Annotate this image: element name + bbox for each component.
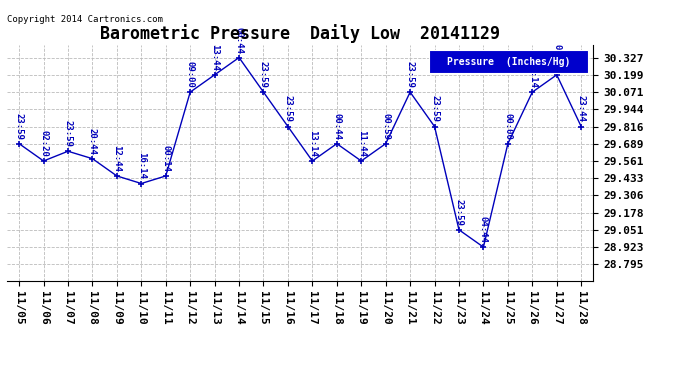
Text: 02:20: 02:20 xyxy=(39,130,48,157)
Text: 00:44: 00:44 xyxy=(333,112,342,140)
Text: 13:14: 13:14 xyxy=(528,61,537,88)
Text: 00:14: 00:14 xyxy=(161,145,170,172)
Text: 13:14: 13:14 xyxy=(308,130,317,157)
Text: Copyright 2014 Cartronics.com: Copyright 2014 Cartronics.com xyxy=(7,15,163,24)
Title: Barometric Pressure  Daily Low  20141129: Barometric Pressure Daily Low 20141129 xyxy=(100,24,500,44)
Text: 12:44: 12:44 xyxy=(112,145,121,172)
Text: 00:00: 00:00 xyxy=(504,112,513,140)
Text: 23:59: 23:59 xyxy=(63,120,72,147)
Text: 11:44: 11:44 xyxy=(357,130,366,157)
Text: 00:44: 00:44 xyxy=(235,27,244,53)
Text: 23:59: 23:59 xyxy=(455,199,464,226)
Text: 23:44: 23:44 xyxy=(577,96,586,122)
Text: 13:44: 13:44 xyxy=(210,44,219,70)
Text: 23:59: 23:59 xyxy=(14,112,23,140)
Text: 00:00: 00:00 xyxy=(552,44,561,70)
Text: 23:59: 23:59 xyxy=(430,96,439,122)
Text: 20:44: 20:44 xyxy=(88,128,97,154)
Text: 00:59: 00:59 xyxy=(381,112,390,140)
Text: 16:14: 16:14 xyxy=(137,153,146,179)
Text: 09:00: 09:00 xyxy=(186,61,195,88)
Text: 23:59: 23:59 xyxy=(259,61,268,88)
Text: 23:59: 23:59 xyxy=(284,96,293,122)
Text: 04:44: 04:44 xyxy=(479,216,488,243)
Text: 23:59: 23:59 xyxy=(406,61,415,88)
